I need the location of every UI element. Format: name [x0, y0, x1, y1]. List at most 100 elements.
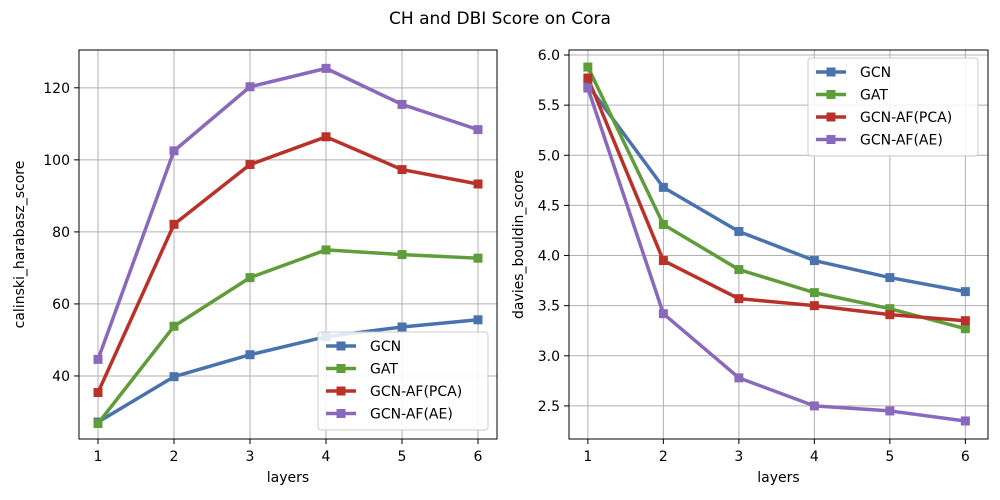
x-tick-label: 4	[322, 449, 331, 465]
legend-label: GCN-AF(PCA)	[370, 384, 462, 400]
data-point	[734, 265, 744, 275]
series-gcn-af-ae	[93, 63, 483, 364]
data-point	[734, 226, 744, 236]
data-point	[321, 245, 331, 255]
series-gat	[583, 62, 970, 334]
data-point	[397, 99, 407, 109]
chart-davies-bouldin: 1 2 3 4 5 6 2.5 3.0 3.5 4.0 4.5 5.0 5.5 6.0 layers da…	[511, 48, 989, 486]
series-line	[97, 318, 479, 424]
data-point	[658, 256, 668, 266]
y-axis-label: calinski_harabasz_score	[12, 161, 28, 329]
y-tick-label: 80	[52, 225, 70, 241]
legend-item-gcn-af-ae: GCN-AF(AE)	[326, 407, 453, 423]
data-point	[960, 324, 970, 334]
data-point	[321, 63, 331, 73]
y-tick-label: 5.0	[538, 148, 560, 164]
data-point	[885, 304, 895, 314]
data-point	[583, 62, 593, 72]
data-point	[734, 294, 744, 304]
legend-swatch-marker	[826, 112, 836, 122]
figure-title: CH and DBI Score on Cora	[389, 9, 611, 29]
x-tick-label: 6	[474, 449, 483, 465]
y-axis-label: davies_bouldin_score	[511, 170, 527, 319]
legend-label: GAT	[370, 362, 398, 378]
series-line	[586, 66, 966, 331]
y-tick-label: 4.0	[538, 249, 560, 265]
data-point	[397, 165, 407, 175]
data-point	[169, 372, 179, 382]
y-tick-label: 5.5	[538, 98, 560, 114]
x-axis-label: layers	[267, 470, 309, 486]
series-gat	[93, 245, 483, 429]
data-point	[473, 315, 483, 325]
legend-swatch-marker	[336, 341, 346, 351]
data-point	[734, 373, 744, 383]
legend: GCN GAT GCN-AF(PCA) GCN-AF(AE)	[807, 57, 979, 157]
y-tick-label: 40	[52, 369, 70, 385]
x-tick-label: 1	[583, 449, 592, 465]
y-tick-label: 100	[43, 153, 70, 169]
legend-item-gat: GAT	[326, 362, 398, 378]
x-tick-label: 3	[734, 449, 743, 465]
legend-label: GCN-AF(AE)	[860, 133, 943, 149]
x-tick-label: 1	[94, 449, 103, 465]
data-point	[245, 160, 255, 170]
data-point	[397, 322, 407, 332]
plot-frame	[568, 49, 989, 440]
data-point	[93, 354, 103, 364]
data-point	[960, 287, 970, 297]
data-point	[885, 273, 895, 283]
x-tick-label: 6	[961, 449, 970, 465]
data-point	[809, 256, 819, 266]
data-point	[93, 388, 103, 398]
x-tick-label: 4	[810, 449, 819, 465]
data-point	[960, 416, 970, 426]
chart-calinski-harabasz: 1 2 3 4 5 6 40 60 80 100 120 layers calinski_harab…	[12, 49, 498, 486]
series-gcn-af-ae	[583, 83, 970, 426]
legend-box	[317, 331, 489, 431]
series-gcn-af-pca	[583, 73, 970, 326]
legend-box	[807, 57, 979, 157]
data-point	[397, 250, 407, 260]
legend-item-gcn-af-pca: GCN-AF(PCA)	[816, 110, 952, 126]
data-point	[583, 73, 593, 83]
data-point	[809, 288, 819, 298]
legend-swatch-marker	[336, 409, 346, 418]
series-line	[96, 66, 479, 360]
data-point	[245, 273, 255, 283]
y-tick-label: 3.0	[538, 349, 560, 365]
legend-label: GCN	[860, 65, 891, 81]
data-point	[473, 253, 483, 263]
y-tick-label: 3.5	[538, 299, 560, 315]
series-line	[586, 77, 966, 323]
data-point	[473, 125, 483, 135]
data-point	[169, 146, 179, 156]
data-point	[658, 219, 668, 229]
legend-label: GAT	[860, 88, 888, 104]
legend-item-gcn: GCN	[326, 339, 401, 355]
data-point	[809, 401, 819, 411]
data-point	[169, 321, 179, 331]
legend-label: GCN-AF(PCA)	[860, 110, 952, 126]
series-line	[96, 248, 479, 425]
data-point	[960, 316, 970, 326]
legend-swatch-marker	[336, 386, 346, 396]
data-point	[473, 179, 483, 189]
legend-item-gcn: GCN	[816, 65, 891, 81]
y-tick-label: 60	[52, 297, 70, 313]
data-point	[658, 182, 668, 192]
x-tick-label: 5	[885, 449, 894, 465]
x-axis-label: layers	[757, 470, 799, 486]
x-tick-label: 2	[659, 449, 668, 465]
data-point	[885, 310, 895, 320]
x-tick-label: 3	[246, 449, 255, 465]
plot-frame	[78, 49, 498, 440]
data-point	[658, 309, 668, 319]
data-point	[93, 419, 103, 429]
data-point	[321, 132, 331, 142]
legend-swatch-marker	[336, 364, 346, 373]
series-line	[96, 135, 479, 394]
series-line	[586, 84, 966, 294]
data-point	[583, 83, 593, 93]
